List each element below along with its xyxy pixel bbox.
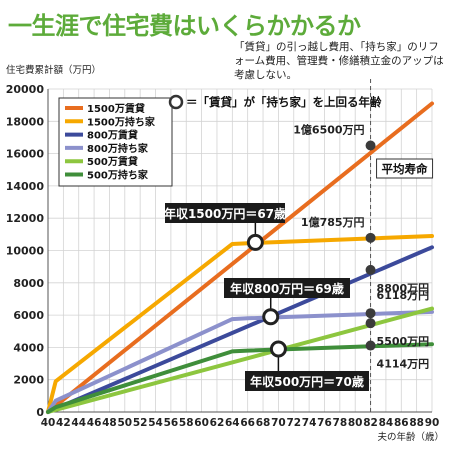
x-tick-label: 86 [394, 417, 409, 429]
crossover-callout-label: 年収1500万円＝67歳 [164, 206, 286, 221]
x-tick-label: 66 [240, 417, 255, 429]
y-tick-label: 18000 [6, 115, 45, 128]
x-tick-label: 56 [164, 417, 179, 429]
x-tick-label: 70 [271, 417, 286, 429]
y-tick-label: 10000 [6, 245, 45, 258]
x-tick-label: 74 [302, 417, 317, 429]
crossover-callout-box [165, 203, 285, 223]
lifespan-marker [365, 232, 376, 243]
series-line [46, 234, 434, 414]
legend-item: 800万持ち家 [87, 142, 149, 155]
point-value-label: 4114万円 [377, 358, 430, 371]
y-axis-label: 住宅費累計額（万円） [6, 64, 101, 76]
x-tick-label: 88 [409, 417, 424, 429]
x-tick-label: 60 [194, 417, 209, 429]
y-tick-label: 2000 [13, 374, 44, 387]
lifespan-marker [365, 308, 376, 319]
legend-item: 1500万持ち家 [87, 115, 156, 128]
y-tick-label: 4000 [13, 341, 44, 354]
series-line [46, 245, 434, 414]
y-tick-label: 0 [36, 406, 44, 419]
y-tick-label: 12000 [6, 212, 45, 225]
x-tick-label: 80 [348, 417, 363, 429]
crossover-callout-box [245, 371, 369, 391]
x-tick-label: 50 [117, 417, 132, 429]
point-value-label: 1億6500万円 [293, 123, 364, 137]
x-tick-label: 78 [333, 417, 348, 429]
x-tick-label: 64 [225, 417, 240, 429]
page-title: 一生涯で住宅費はいくらかかるか [8, 12, 361, 40]
x-tick-label: 52 [133, 417, 148, 429]
x-tick-label: 54 [148, 417, 163, 429]
series-line [46, 309, 434, 414]
x-tick-label: 62 [210, 417, 225, 429]
x-tick-label: 42 [56, 417, 71, 429]
point-value-label: 1億785万円 [301, 215, 365, 229]
lifespan-marker [365, 340, 376, 351]
x-tick-label: 58 [179, 417, 194, 429]
crossover-callout-label: 年収800万円＝69歳 [230, 281, 344, 296]
crossover-callout-box [224, 278, 350, 298]
point-value-label: 6118万円 [377, 289, 430, 302]
lifespan-marker [365, 318, 376, 329]
y-tick-label: 6000 [13, 309, 44, 322]
x-tick-label: 90 [425, 417, 440, 429]
x-axis-label: 夫の年齢（歳） [377, 431, 444, 443]
point-value-label: 5500万円 [377, 335, 430, 348]
lifespan-marker [365, 264, 376, 275]
series-line [46, 342, 434, 414]
x-tick-label: 72 [286, 417, 301, 429]
legend-item: 500万賃貸 [87, 155, 138, 168]
legend-item: 500万持ち家 [87, 169, 149, 182]
chart-note: 「賃貸」の引っ越し費用、「持ち家」のリフォーム費用、管理費・修繕積立金のアップは… [234, 41, 444, 81]
series-line [46, 101, 434, 414]
y-tick-label: 20000 [6, 83, 45, 96]
point-value-label: 8800万円 [377, 282, 430, 295]
legend-item: 800万賃貸 [87, 129, 138, 142]
x-tick-label: 40 [41, 417, 56, 429]
legend-item: 1500万賃貸 [87, 102, 145, 115]
crossover-marker [262, 308, 280, 326]
legend-box [58, 97, 173, 187]
x-tick-label: 48 [102, 417, 117, 429]
y-tick-label: 8000 [13, 277, 44, 290]
crossover-legend-text: ＝「賃貸」が「持ち家」を上回る年齢 [186, 95, 382, 109]
crossover-marker [269, 340, 287, 358]
crossover-callout-label: 年収500万円＝70歳 [250, 374, 364, 389]
y-tick-label: 16000 [6, 148, 45, 161]
crossover-legend-icon [168, 94, 184, 110]
lifespan-marker [365, 140, 376, 151]
x-tick-label: 68 [256, 417, 271, 429]
x-tick-label: 84 [379, 417, 394, 429]
x-tick-label: 46 [87, 417, 102, 429]
y-tick-label: 14000 [6, 180, 45, 193]
average-lifespan-label: 平均寿命 [382, 162, 428, 176]
average-lifespan-box [376, 158, 434, 179]
x-tick-label: 82 [363, 417, 378, 429]
crossover-marker [246, 233, 264, 251]
x-tick-label: 44 [71, 417, 86, 429]
x-tick-label: 76 [317, 417, 332, 429]
